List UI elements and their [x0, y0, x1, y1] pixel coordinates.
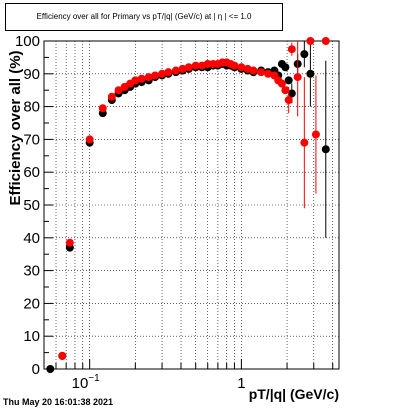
series-red — [58, 37, 330, 360]
data-point — [137, 74, 146, 83]
data-point — [249, 66, 258, 75]
y-tick-label: 0 — [32, 361, 40, 378]
data-point — [58, 351, 67, 360]
y-tick-label: 30 — [23, 263, 40, 280]
data-point — [277, 79, 286, 88]
data-point — [164, 68, 173, 77]
data-point — [107, 92, 116, 101]
data-point — [293, 73, 302, 82]
data-point — [98, 104, 107, 113]
data-point — [184, 63, 193, 72]
data-point — [281, 86, 290, 95]
chart-title: Efficiency over all for Primary vs pT/|q… — [36, 12, 252, 21]
data-point — [264, 69, 273, 78]
data-point — [284, 76, 293, 85]
data-point — [46, 365, 55, 373]
y-tick-label: 40 — [23, 230, 40, 247]
data-point — [281, 63, 290, 72]
x-axis-title: pT/|q| (GeV/c) — [249, 386, 339, 402]
data-point — [191, 61, 200, 70]
data-point — [257, 68, 266, 77]
y-tick-label: 10 — [23, 328, 40, 345]
y-tick-label: 100 — [15, 33, 40, 50]
x-tick-label: 1 — [237, 375, 245, 392]
x-tick-label: 10−1 — [72, 373, 101, 392]
x-tick-exponent: −1 — [88, 373, 100, 384]
y-tick-label: 20 — [23, 295, 40, 312]
data-point — [171, 66, 180, 75]
data-points — [46, 37, 330, 373]
data-point — [65, 238, 74, 247]
data-point — [306, 37, 315, 45]
y-axis-title: Efficiency over all (%) — [7, 50, 24, 205]
data-point — [131, 76, 140, 85]
data-point — [284, 96, 293, 105]
data-point — [311, 130, 320, 139]
data-point — [158, 69, 167, 78]
axis-ticks — [43, 40, 334, 370]
data-point — [237, 63, 246, 72]
data-point — [321, 145, 330, 154]
grid-lines — [43, 41, 339, 369]
y-tick-label: 90 — [23, 66, 40, 83]
data-point — [287, 45, 296, 54]
y-tick-label: 60 — [23, 164, 40, 181]
y-tick-label: 80 — [23, 99, 40, 116]
data-point — [85, 135, 94, 144]
data-point — [151, 71, 160, 80]
y-tick-label: 70 — [23, 131, 40, 148]
data-point — [306, 69, 315, 78]
data-point — [230, 61, 239, 70]
title-box: Efficiency over all for Primary vs pT/|q… — [5, 3, 283, 31]
data-point — [321, 37, 330, 45]
timestamp: Thu May 20 16:01:38 2021 — [3, 397, 114, 407]
data-point — [300, 50, 309, 59]
data-point — [178, 64, 187, 73]
data-point — [287, 89, 296, 98]
y-tick-label: 50 — [23, 197, 40, 214]
data-point — [144, 73, 153, 82]
data-point — [300, 138, 309, 147]
data-point — [114, 86, 123, 95]
